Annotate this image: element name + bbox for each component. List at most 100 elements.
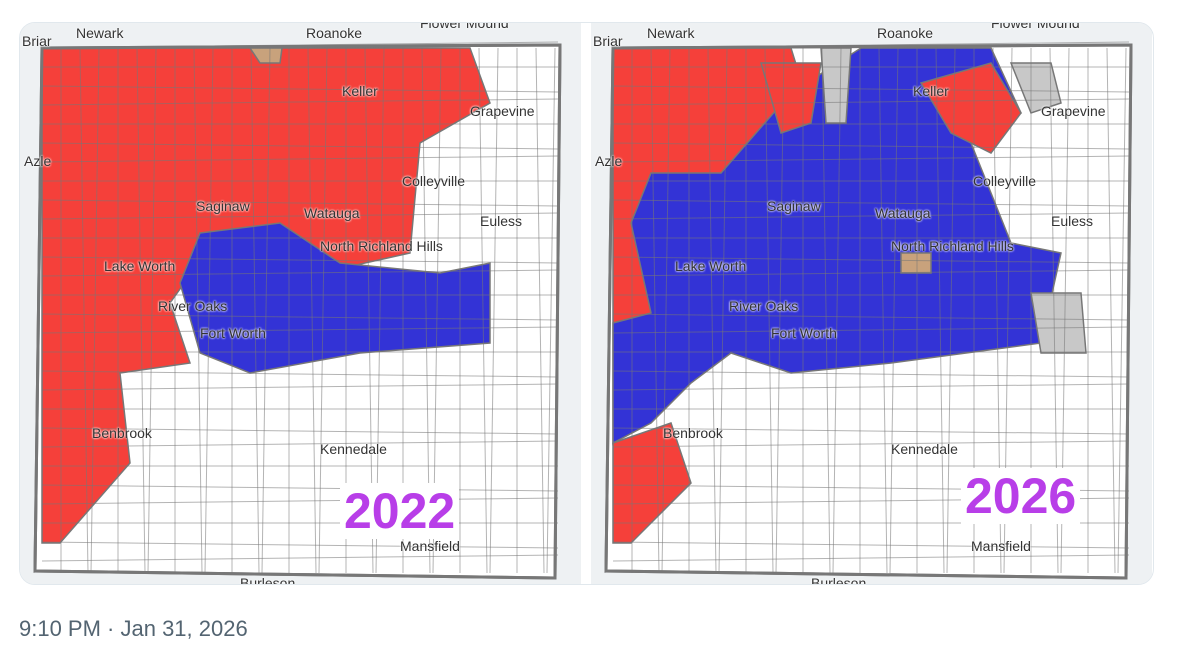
place-label-benbrook: Benbrook [663,425,723,441]
place-label-lakeworth: Lake Worth [675,258,747,274]
place-label-briar: Briar [593,33,623,49]
precinct-line [878,47,888,574]
year-label: 2022 [340,483,460,539]
precinct-line [612,427,1130,435]
precinct-line [1117,47,1127,574]
precinct-line [612,541,1130,549]
precinct-region-red [760,62,822,134]
precinct-line [136,47,146,574]
precinct-line [41,256,559,264]
precinct-line [41,440,559,448]
precinct-line [1106,47,1116,574]
precinct-line [612,212,1130,220]
precinct-line [41,98,559,106]
precinct-line [612,199,1130,207]
precinct-line [250,47,260,574]
map-2022[interactable]: Newark Roanoke Flower Mound Briar Keller Grap… [20,23,581,584]
place-label-briar: Briar [22,33,52,49]
precinct-line [535,47,545,574]
precinct-line [821,47,831,574]
precinct-line [41,370,559,378]
precinct-line [946,47,956,574]
precinct-line [612,98,1130,106]
precinct-region-gray [820,47,852,124]
precinct-line [612,142,1130,150]
precinct-line [41,269,559,277]
place-label-mansfield: Mansfield [400,538,460,554]
precinct-line [204,47,214,574]
place-label-fortworth: Fort Worth [200,325,266,341]
precinct-line [478,47,488,574]
precinct-line [612,256,1130,264]
place-label-lakeworth: Lake Worth [104,258,176,274]
precinct-line [718,47,728,574]
place-label-newark: Newark [647,25,695,41]
place-label-colleyville: Colleyville [402,173,466,189]
place-label-fortworth: Fort Worth [771,325,837,341]
precinct-line [41,497,559,505]
place-label-nrh: North Richland Hills [320,238,443,254]
place-label-euless: Euless [1051,213,1094,229]
precinct-line [41,484,559,492]
precinct-line [41,199,559,207]
precinct-region-blue [179,222,491,374]
precinct-line [41,142,559,150]
precinct-line [41,313,559,321]
precinct-region-gray [1009,62,1062,114]
place-label-flower: Flower Mound [420,23,509,31]
precinct-line [612,155,1130,163]
map-canvas [20,23,581,584]
precinct-line [41,541,559,549]
precinct-line [935,47,945,574]
place-label-flower: Flower Mound [991,23,1080,31]
place-label-mansfield: Mansfield [971,538,1031,554]
precinct-line [612,554,1130,562]
precinct-line [41,383,559,391]
precinct-line [612,326,1130,334]
tweet-timestamp[interactable]: 9:10 PM · Jan 31, 2026 [19,616,248,641]
place-label-euless: Euless [480,213,523,229]
place-label-burleson: Burleson [811,575,867,585]
place-label-azle: Azle [24,153,52,169]
place-label-roanoke: Roanoke [877,25,934,41]
place-label-grapevine: Grapevine [470,103,535,119]
precinct-line [764,47,774,574]
precinct-line [41,85,559,93]
precinct-line [612,440,1130,448]
place-label-kennedale: Kennedale [320,441,387,457]
place-label-riveroaks: River Oaks [729,298,799,314]
year-label: 2026 [961,468,1081,524]
precinct-line [261,47,271,574]
place-label-keller: Keller [913,83,949,99]
precinct-line [41,155,559,163]
precinct-line [889,47,899,574]
place-label-saginaw: Saginaw [196,198,250,214]
place-label-roanoke: Roanoke [306,25,363,41]
precinct-line [193,47,203,574]
precinct-line [612,269,1130,277]
place-label-colleyville: Colleyville [973,173,1037,189]
precinct-line [318,47,328,574]
place-label-keller: Keller [342,83,378,99]
place-label-azle: Azle [595,153,623,169]
place-label-grapevine: Grapevine [1041,103,1106,119]
county-outline [604,43,1133,580]
tweet-media[interactable]: Newark Roanoke Flower Mound Briar Keller Grap… [19,22,1154,585]
county-outline [33,43,562,580]
map-2026[interactable]: Newark Roanoke Flower Mound Briar Keller Grap… [591,23,1152,585]
precinct-line [546,47,556,574]
precinct-line [612,313,1130,321]
precinct-line [707,47,717,574]
precinct-line [612,370,1130,378]
precinct-line [832,47,842,574]
place-label-watauga: Watauga [304,205,360,221]
precinct-line [41,427,559,435]
precinct-line [612,85,1130,93]
place-label-benbrook: Benbrook [92,425,152,441]
place-label-riveroaks: River Oaks [158,298,228,314]
place-label-nrh: North Richland Hills [891,238,1014,254]
place-label-newark: Newark [76,25,124,41]
precinct-line [41,212,559,220]
precinct-region-red [919,62,1022,154]
precinct-line [489,47,499,574]
